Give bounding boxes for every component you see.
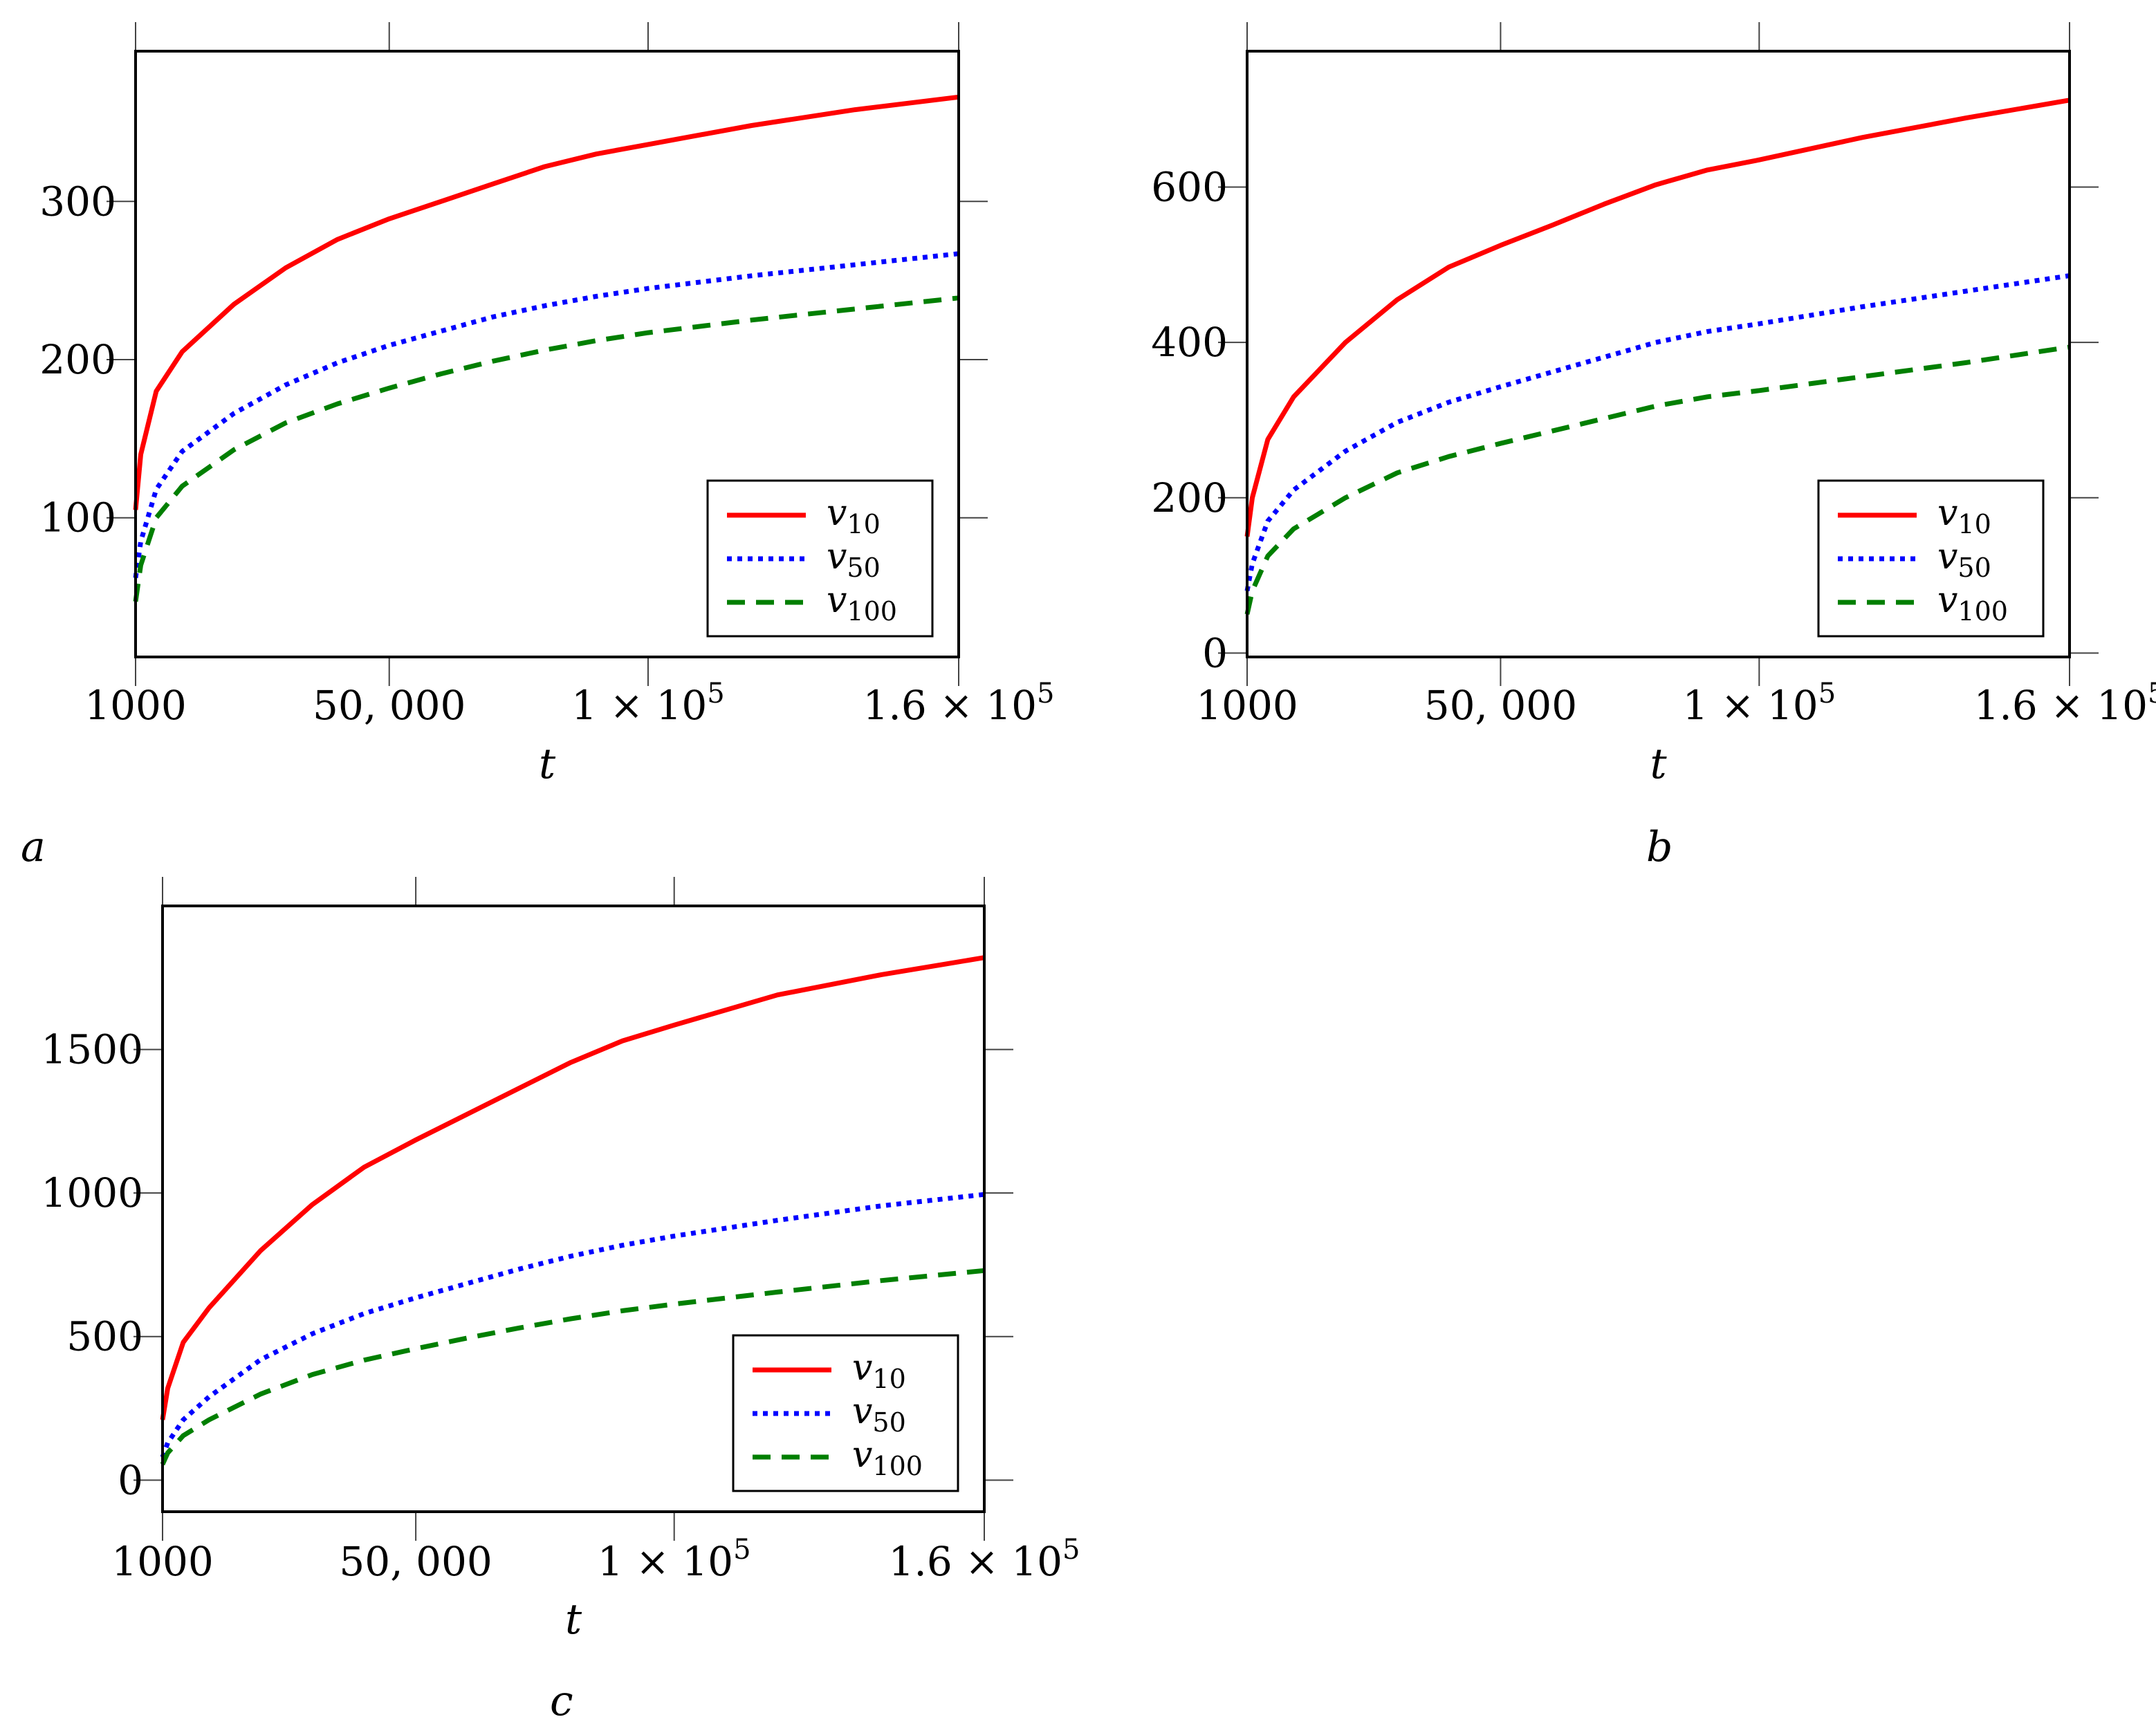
x-tick-label: 1000 <box>1196 682 1298 729</box>
y-tick-label: 0 <box>1202 629 1228 676</box>
y-tick-label: 200 <box>1151 474 1228 521</box>
x-axis-label: t <box>565 1595 582 1644</box>
x-tick-label: 1000 <box>84 682 187 729</box>
y-tick-label: 0 <box>118 1456 143 1503</box>
y-tick-label: 500 <box>66 1313 143 1360</box>
legend-entry-v100: v100 <box>827 580 897 627</box>
x-tick-label: 1000 <box>111 1538 214 1585</box>
x-tick-label: 1.6 × 105 <box>1974 678 2156 729</box>
legend-box <box>706 479 934 638</box>
legend-entry-v100: v100 <box>1937 580 2008 627</box>
legend-entry-v50: v50 <box>1937 536 1991 583</box>
legend-entry-v10: v10 <box>1937 492 1991 539</box>
x-tick-label: 1 × 105 <box>571 678 725 729</box>
legend-box <box>732 1334 959 1492</box>
series-line-v50 <box>1244 273 2070 592</box>
panel-label: a <box>21 823 46 871</box>
legend-entry-v50: v50 <box>852 1391 906 1438</box>
plot-frame <box>134 50 960 658</box>
x-tick-label: 50, 000 <box>339 1538 492 1585</box>
series-line-v100 <box>133 295 959 602</box>
x-tick-label: 50, 000 <box>1424 682 1577 729</box>
legend-entry-v10: v10 <box>852 1347 906 1394</box>
y-tick-label: 600 <box>1151 164 1228 211</box>
panel-label: b <box>1646 823 1673 871</box>
x-tick-label: 1 × 105 <box>1683 678 1836 729</box>
plot-frame <box>161 905 986 1513</box>
y-tick-label: 1000 <box>41 1169 143 1216</box>
series-line-v100 <box>1244 344 2070 615</box>
y-tick-label: 1500 <box>41 1026 143 1073</box>
series-line-v10 <box>1244 98 2070 537</box>
plot-frame <box>1246 50 2071 658</box>
x-tick-label: 1.6 × 105 <box>889 1534 1080 1585</box>
chart-panel-c: 1000 50, 000 1 × 105 1.6 × 105 0 500 1000 1500 v… <box>41 877 1080 1725</box>
y-tick-label: 400 <box>1151 319 1228 366</box>
x-axis-label: t <box>1650 740 1667 788</box>
x-tick-label: 1 × 105 <box>598 1534 751 1585</box>
series-line-v50 <box>160 1192 985 1458</box>
x-axis-label: t <box>539 740 556 788</box>
y-tick-label: 200 <box>39 336 116 383</box>
x-tick-label: 50, 000 <box>313 682 466 729</box>
legend-entry-v10: v10 <box>827 492 881 539</box>
series-line-v10 <box>160 955 985 1420</box>
chart-panel-a: 1000 50, 000 1 × 105 1.6 × 105100200300v10v… <box>21 22 1054 871</box>
y-tick-label: 100 <box>39 494 116 541</box>
legend-box <box>1817 479 2045 638</box>
y-tick-label: 300 <box>39 178 116 225</box>
legend-entry-v100: v100 <box>852 1434 923 1481</box>
series-line-v10 <box>133 94 959 510</box>
panel-label: c <box>550 1677 573 1725</box>
x-tick-label: 1.6 × 105 <box>863 678 1055 729</box>
chart-panel-b: 1000 50, 000 1 × 105 1.6 × 105 0 200 400 600 v10… <box>1151 22 2156 871</box>
legend-entry-v50: v50 <box>827 536 881 583</box>
series-line-v50 <box>133 251 959 579</box>
